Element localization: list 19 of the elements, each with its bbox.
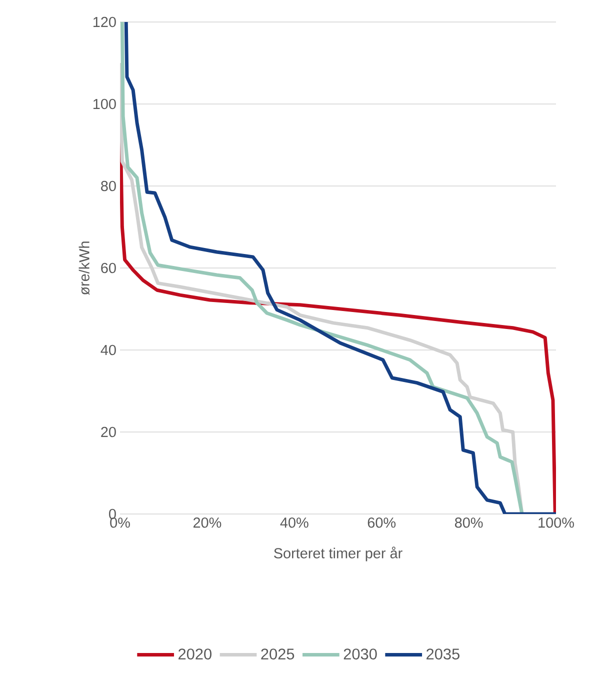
y-tick-label: 40 — [100, 344, 116, 356]
x-tick-label: 20% — [193, 518, 222, 528]
y-tick-label: 0 — [109, 508, 116, 520]
y-tick-label: 20 — [101, 426, 116, 438]
legend-label: 2020 — [178, 648, 212, 660]
x-tick-label: 60% — [368, 518, 396, 528]
legend-label: 2035 — [426, 648, 460, 660]
x-axis-title: Sorteret timer per år — [274, 546, 402, 562]
legend-label: 2030 — [344, 648, 377, 660]
x-tick-label: 0% — [110, 518, 130, 528]
y-tick-label: 80 — [101, 180, 116, 192]
y-tick-label: 120 — [93, 16, 116, 28]
x-tick-label: 80% — [454, 518, 483, 528]
x-tick-label: 100% — [538, 518, 574, 528]
y-tick-label: 60 — [101, 262, 116, 274]
y-tick-label: 100 — [93, 98, 116, 110]
x-tick-label: 40% — [280, 518, 308, 528]
y-axis-title: øre/kWh — [78, 242, 90, 295]
legend-label: 2025 — [261, 648, 294, 660]
